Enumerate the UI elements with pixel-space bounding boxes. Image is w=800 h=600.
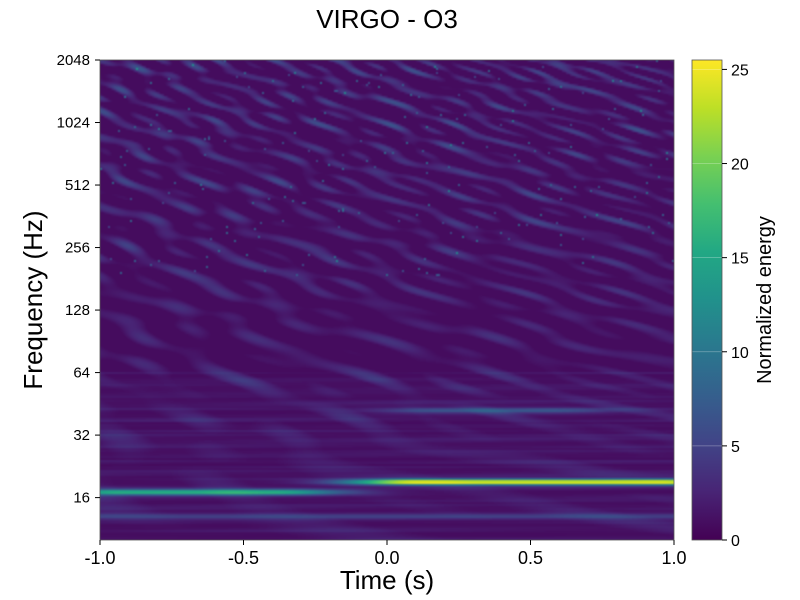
colorbar-label: Normalized energy [754, 216, 776, 384]
colorbar-tick-label: 10 [731, 345, 749, 362]
x-tick-label: 0.5 [518, 548, 543, 568]
colorbar-frame [691, 59, 723, 541]
colorbar-tick-label: 5 [731, 439, 740, 456]
x-axis: -1.0 -0.5 0.0 0.5 1.0 [84, 540, 687, 568]
colorbar-gridlines [692, 69, 722, 447]
colorbar-tick-label: 0 [731, 533, 740, 550]
y-tick-label: 64 [73, 365, 90, 382]
x-tick-label: -0.5 [228, 548, 259, 568]
colorbar-tick-label: 20 [731, 157, 749, 174]
colorbar-gradient [692, 60, 722, 540]
y-tick-label: 512 [65, 177, 90, 194]
colorbar: 0 5 10 15 20 25 Normalized energy [691, 59, 776, 550]
y-axis-label: Frequency (Hz) [18, 210, 48, 389]
colorbar-ticks: 0 5 10 15 20 25 [722, 62, 749, 550]
y-tick-label: 1024 [57, 115, 90, 132]
y-tick-label: 16 [73, 490, 90, 507]
x-axis-label: Time (s) [340, 565, 434, 595]
y-axis: 16 32 64 128 256 512 1024 2048 [57, 52, 100, 507]
chart-title: VIRGO - O3 [316, 4, 458, 34]
y-tick-label: 2048 [57, 52, 90, 69]
x-tick-label: -1.0 [84, 548, 115, 568]
heatmap-image [100, 60, 674, 540]
y-tick-label: 32 [73, 427, 90, 444]
x-tick-label: 0.0 [374, 548, 399, 568]
x-tick-label: 1.0 [661, 548, 686, 568]
colorbar-tick-label: 15 [731, 251, 749, 268]
y-tick-label: 256 [65, 240, 90, 257]
heatmap [100, 60, 674, 540]
colorbar-tick-label: 25 [731, 62, 749, 79]
y-tick-label: 128 [65, 302, 90, 319]
